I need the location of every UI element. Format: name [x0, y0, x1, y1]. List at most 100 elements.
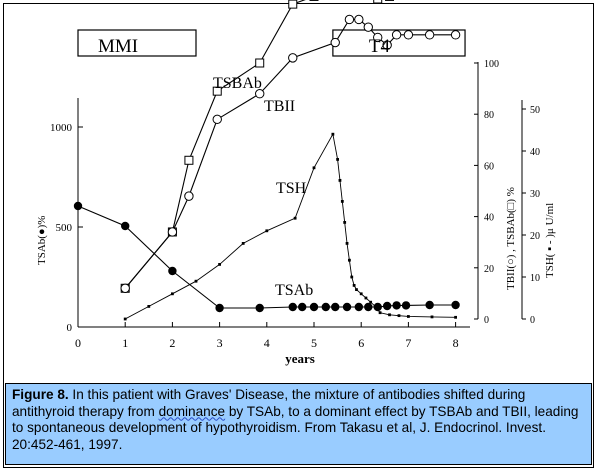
tsab-point	[215, 303, 224, 313]
right-axis-2-tick-label: 50	[530, 105, 540, 116]
series-label-tsbab: TSBAb	[213, 75, 262, 92]
x-tick-label: 4	[264, 336, 270, 350]
tsh-point	[454, 315, 457, 319]
tsbab-series-line	[124, 0, 306, 289]
tsab-point	[382, 301, 392, 311]
tsh-point	[369, 300, 373, 304]
tsh-point	[343, 221, 347, 224]
tsh-point	[241, 242, 245, 245]
tsh-point	[171, 292, 174, 296]
tsh-point	[336, 158, 339, 161]
x-tick-label: 8	[453, 336, 459, 350]
tsh-point	[123, 317, 127, 321]
tbii-point	[424, 30, 435, 40]
tsh-point	[378, 311, 382, 315]
caption-spellcheck-word: dominance	[158, 403, 226, 419]
chart: 0 1 2 3 4 5 6 7 8years05001000TSAb(●)%0204060801…	[36, 0, 556, 366]
right-axis-2-tick-label: 40	[530, 147, 540, 158]
tbii-point	[450, 30, 461, 40]
series-label-tbii: TBII	[264, 98, 295, 115]
tsab-point	[298, 302, 307, 312]
tsh-point	[359, 292, 363, 296]
tsab-point	[392, 301, 401, 310]
tsab-point	[121, 221, 130, 231]
tsh-point	[352, 284, 356, 287]
tsh-point	[345, 242, 349, 245]
tsbab-point	[255, 58, 265, 68]
therapy-bar-mmi	[77, 29, 197, 57]
tsab-point	[401, 301, 411, 310]
tsh-point	[265, 229, 269, 233]
tsab-point	[451, 300, 460, 310]
tbii-point	[363, 22, 373, 32]
tbii-point	[255, 89, 265, 99]
tbii-point	[184, 191, 194, 201]
x-tick-label: 7	[405, 336, 411, 350]
tsh-point	[388, 313, 391, 317]
left-tick-label: 500	[56, 222, 73, 234]
tbii-series-line	[124, 18, 456, 289]
tsab-point	[321, 302, 330, 312]
tsh-point	[312, 166, 316, 170]
tsh-point	[331, 132, 335, 136]
therapy-label-mmi: MMI	[98, 36, 138, 57]
tsab-point	[364, 302, 373, 312]
tsh-point	[338, 179, 342, 182]
tsh-point	[407, 315, 410, 318]
tbii-point	[330, 37, 340, 48]
right-axis-2-tick-label: 30	[530, 189, 540, 200]
tbii-point	[373, 32, 383, 43]
figure-caption: Figure 8. In this patient with Graves' D…	[5, 383, 592, 465]
right-axis-2-tick-label: 0	[530, 315, 535, 326]
tsh-point	[348, 258, 351, 262]
left-tick-label: 0	[67, 322, 73, 334]
right-axis-2-tick-label: 20	[530, 231, 540, 242]
tsh-point	[194, 279, 198, 283]
tsab-point	[168, 266, 177, 276]
x-tick-label: 1	[122, 336, 128, 350]
tbii-point	[403, 30, 414, 40]
series-label-tsh: TSH	[276, 180, 307, 197]
tbii-point	[344, 14, 355, 25]
tbii-point	[288, 53, 298, 63]
tsbab-point	[212, 86, 222, 96]
tbii-point	[391, 30, 402, 40]
tsab-point	[354, 302, 364, 312]
therapy-label-t4: T4	[369, 36, 391, 57]
tsh-point	[340, 200, 344, 203]
right-axis-1-tick-label: 60	[484, 161, 494, 172]
tsab-point	[73, 201, 83, 211]
left-tick-label: 1000	[50, 122, 73, 134]
right-axis-1-tick-label: 100	[484, 59, 499, 70]
x-tick-label: 5	[311, 336, 317, 350]
tsab-point	[331, 302, 340, 312]
right-axis-1-tick-label: 40	[484, 213, 494, 224]
tsbab-point	[288, 0, 298, 9]
tsab-point	[342, 302, 352, 312]
tsab-point	[425, 300, 434, 310]
x-tick-label: 0	[75, 336, 81, 350]
right-axis-1-label: TBII(○) , TSBAb(□) %	[505, 187, 517, 290]
tsab-point	[309, 302, 319, 312]
tbii-point	[382, 40, 392, 50]
left-axis-label: TSAb(●)%	[36, 216, 48, 265]
tsab-point	[288, 302, 297, 312]
tsab-point	[373, 302, 382, 312]
tbii-point	[167, 227, 178, 237]
tsbab-point	[373, 0, 383, 4]
series-label-tsab: TSAb	[275, 282, 313, 299]
caption-figure-number: Figure 8.	[12, 387, 69, 402]
right-axis-1-tick-label: 20	[484, 264, 494, 275]
right-axis-2-label: TSH( ▪ - )μ U/ml	[544, 203, 556, 278]
x-tick-label: 3	[217, 336, 223, 350]
tsab-series-line	[77, 205, 456, 309]
tsh-point	[430, 315, 434, 319]
tsab-point	[255, 303, 264, 313]
x-tick-label: 2	[169, 336, 175, 350]
tsh-point	[397, 314, 401, 318]
caption-text-1: In this patient with Graves' Disease, th…	[12, 387, 526, 419]
tsh-point	[293, 216, 297, 220]
x-axis-label: years	[285, 351, 315, 366]
tsh-point	[350, 275, 354, 279]
tbii-point	[120, 283, 130, 293]
